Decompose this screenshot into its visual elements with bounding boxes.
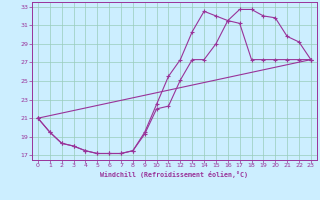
X-axis label: Windchill (Refroidissement éolien,°C): Windchill (Refroidissement éolien,°C)	[100, 171, 248, 178]
